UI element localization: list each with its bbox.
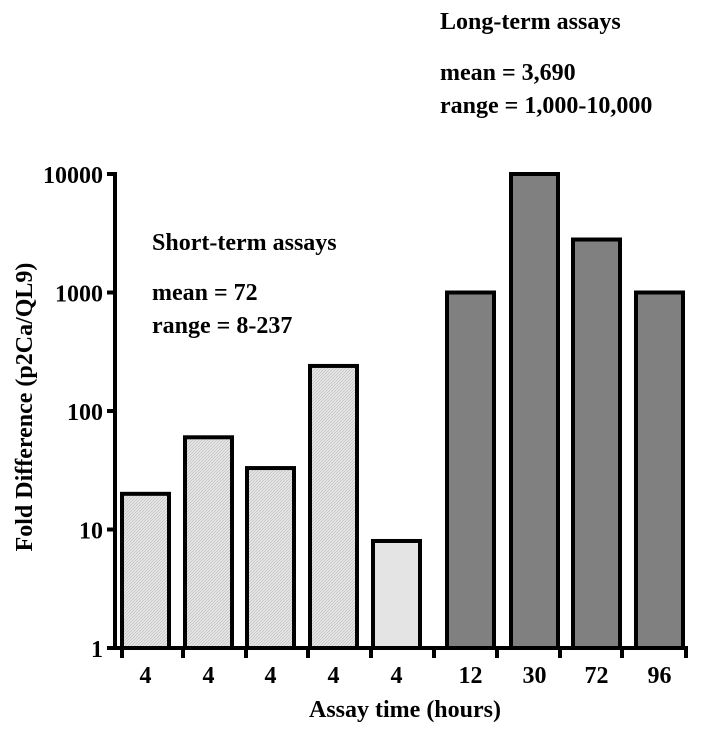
- short-term-title: Short-term assays: [152, 230, 337, 256]
- bar-6: [445, 290, 496, 650]
- x-tick-label-8: 72: [585, 663, 609, 689]
- long-term-mean: mean = 3,690: [440, 60, 576, 86]
- y-tick-label-1000: 1000: [55, 282, 103, 308]
- short-term-range: range = 8-237: [152, 313, 292, 339]
- bar-2: [183, 435, 234, 650]
- x-tick-label-2: 4: [203, 663, 215, 689]
- y-tick-label-1: 1: [91, 637, 103, 663]
- plot-area: 1 10 100 1000 10000 4 4 4 4 4 12 30 72 96: [43, 163, 688, 689]
- bar-1: [120, 491, 171, 650]
- bar-3: [245, 466, 296, 650]
- y-tick-label-10: 10: [79, 519, 103, 545]
- bar-5: [371, 538, 422, 650]
- x-tick-label-1: 4: [140, 663, 152, 689]
- bar-9: [634, 290, 685, 650]
- bar-7: [509, 172, 560, 650]
- x-tick-label-5: 4: [391, 663, 403, 689]
- y-axis-label: Fold Difference (p2Ca/QL9): [12, 263, 38, 552]
- short-term-mean: mean = 72: [152, 280, 258, 306]
- x-tick-label-3: 4: [265, 663, 277, 689]
- x-tick-label-9: 96: [648, 663, 672, 689]
- bar-8: [571, 237, 622, 650]
- y-tick-label-10000: 10000: [43, 163, 103, 189]
- x-tick-label-6: 12: [459, 663, 483, 689]
- x-tick-label-7: 30: [523, 663, 547, 689]
- y-tick-label-100: 100: [67, 400, 103, 426]
- long-term-title: Long-term assays: [440, 9, 621, 35]
- x-tick-label-4: 4: [328, 663, 340, 689]
- x-axis-label: Assay time (hours): [309, 697, 501, 723]
- bar-4: [308, 363, 359, 650]
- long-term-range: range = 1,000-10,000: [440, 93, 652, 119]
